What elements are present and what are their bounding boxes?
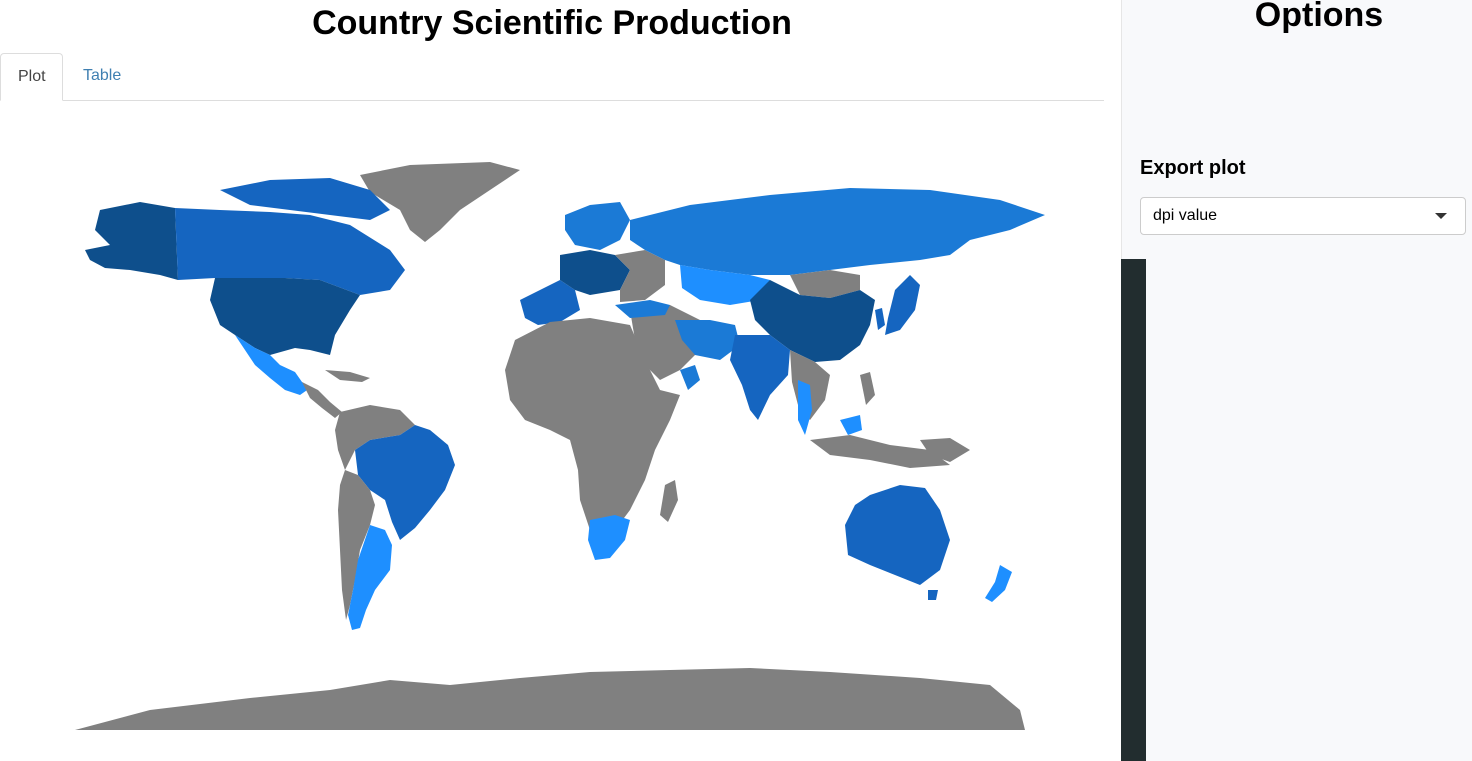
map-australia (845, 485, 950, 585)
map-mexico (235, 335, 310, 395)
map-argentina (348, 525, 392, 630)
map-japan (885, 275, 920, 335)
map-arctic-islands (220, 178, 390, 220)
map-turkey (615, 300, 670, 318)
tab-bar: Plot Table (0, 53, 1104, 101)
map-africa (505, 318, 680, 545)
tab-table[interactable]: Table (83, 67, 122, 84)
main-panel: Country Scientific Production Plot Table (0, 4, 1104, 730)
map-south-america-north (335, 405, 415, 470)
map-russia (630, 188, 1045, 275)
map-kazakhstan (680, 265, 770, 305)
map-greenland (360, 162, 520, 242)
map-alaska (85, 202, 178, 280)
map-eastern-europe (615, 250, 665, 302)
map-arabia-edge (680, 365, 700, 390)
map-canada (175, 208, 405, 295)
map-mongolia (790, 270, 860, 298)
page-title: Country Scientific Production (312, 4, 792, 42)
map-thailand (798, 380, 812, 435)
map-iran (675, 320, 740, 360)
map-korea (875, 308, 885, 330)
map-indonesia (810, 435, 950, 468)
dpi-select-value: dpi value (1153, 207, 1218, 224)
dark-sidebar-strip (1121, 259, 1146, 761)
map-usa (210, 278, 360, 355)
map-new-guinea (920, 438, 970, 462)
map-china (750, 280, 875, 362)
map-western-europe (520, 280, 580, 325)
export-plot-label: Export plot (1140, 157, 1246, 179)
map-brazil (355, 425, 455, 540)
caret-down-icon (1435, 213, 1447, 219)
map-central-america (302, 382, 342, 418)
map-new-zealand (985, 565, 1012, 602)
map-india (730, 335, 790, 420)
dpi-select[interactable]: dpi value (1140, 197, 1466, 235)
map-central-europe (560, 250, 630, 295)
world-map (75, 162, 1045, 730)
map-tasmania (928, 590, 938, 600)
map-malaysia (840, 415, 862, 435)
map-madagascar (660, 480, 678, 522)
map-andes (338, 470, 375, 620)
sidebar-title: Options (1254, 0, 1384, 34)
map-antarctica (75, 668, 1025, 730)
map-philippines (860, 372, 875, 405)
map-caribbean (325, 370, 370, 382)
options-sidebar: Options Export plot dpi value (1121, 0, 1472, 761)
map-scandinavia (565, 202, 630, 250)
tab-plot[interactable]: Plot (0, 53, 63, 101)
map-south-africa (588, 515, 630, 560)
